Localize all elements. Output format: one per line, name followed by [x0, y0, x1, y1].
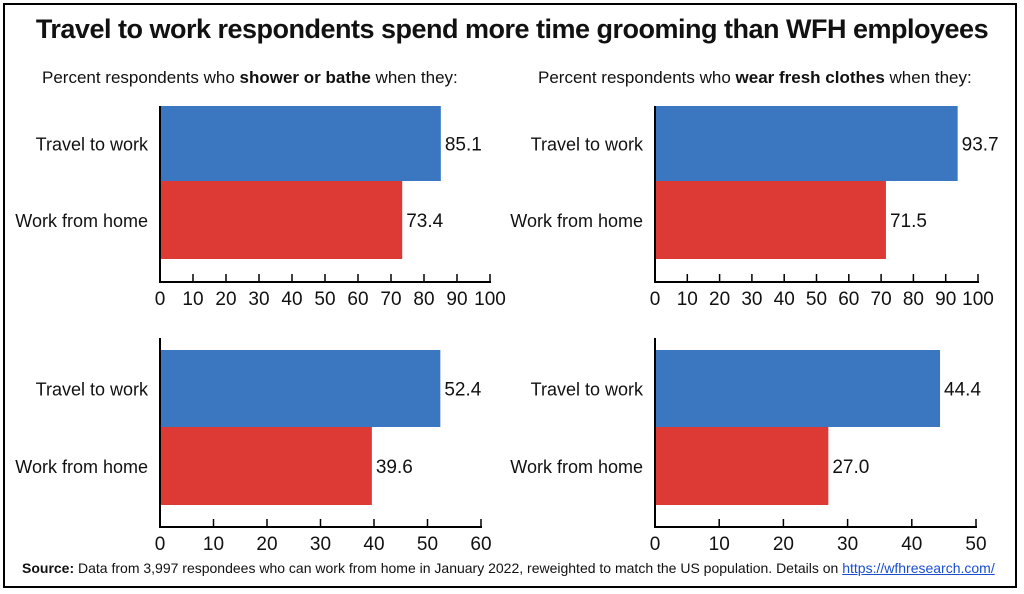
category-label: Work from home: [15, 457, 148, 477]
x-tick-label: 90: [446, 289, 467, 310]
subtitle-clothes-suffix: when they:: [884, 68, 972, 87]
category-label: Work from home: [15, 211, 148, 231]
bar-value-label: 73.4: [406, 211, 443, 232]
x-tick-label: 100: [962, 289, 994, 310]
x-tick-label: 20: [256, 534, 277, 555]
x-tick-label: 40: [901, 534, 922, 555]
subtitle-clothes: Percent respondents who wear fresh cloth…: [538, 68, 972, 88]
x-tick-label: 10: [182, 289, 203, 310]
subtitle-clothes-prefix: Percent respondents who: [538, 68, 736, 87]
bar-travel: [160, 350, 441, 427]
bar-value-label: 93.7: [962, 135, 999, 156]
figure-border: [3, 3, 1017, 588]
subtitle-clothes-bold: wear fresh clothes: [735, 68, 885, 87]
category-label: Travel to work: [36, 380, 149, 400]
x-tick-label: 90: [935, 289, 956, 310]
x-tick-label: 40: [281, 289, 302, 310]
x-tick-label: 80: [903, 289, 924, 310]
subtitle-shower-suffix: when they:: [370, 68, 458, 87]
bar-value-label: 52.4: [444, 380, 481, 401]
source-label: Source:: [22, 560, 75, 576]
bar-home: [160, 181, 403, 259]
category-label: Travel to work: [531, 135, 644, 155]
x-tick-label: 60: [470, 534, 491, 555]
category-label: Work from home: [510, 211, 643, 231]
x-tick-label: 30: [741, 289, 762, 310]
chart-title: Travel to work respondents spend more ti…: [35, 14, 989, 44]
x-tick-label: 60: [347, 289, 368, 310]
bar-value-label: 85.1: [445, 135, 482, 156]
x-tick-label: 40: [774, 289, 795, 310]
x-tick-label: 0: [650, 289, 661, 310]
subtitle-shower-bold: shower or bathe: [239, 68, 371, 87]
x-tick-label: 20: [773, 534, 794, 555]
x-tick-label: 100: [474, 289, 506, 310]
x-tick-label: 50: [965, 534, 986, 555]
source-text: Data from 3,997 respondees who can work …: [74, 560, 843, 576]
x-tick-label: 20: [215, 289, 236, 310]
bar-home: [160, 427, 372, 505]
x-tick-label: 50: [417, 534, 438, 555]
bar-value-label: 44.4: [944, 380, 981, 401]
x-tick-label: 50: [806, 289, 827, 310]
x-tick-label: 50: [314, 289, 335, 310]
x-tick-label: 20: [709, 289, 730, 310]
x-tick-label: 70: [380, 289, 401, 310]
category-label: Travel to work: [36, 135, 149, 155]
x-tick-label: 0: [650, 534, 661, 555]
x-tick-label: 30: [248, 289, 269, 310]
bar-travel: [655, 350, 941, 427]
x-tick-label: 70: [871, 289, 892, 310]
subtitle-shower-prefix: Percent respondents who: [42, 68, 240, 87]
x-tick-label: 40: [363, 534, 384, 555]
category-label: Work from home: [510, 457, 643, 477]
x-tick-label: 80: [413, 289, 434, 310]
bar-travel: [655, 106, 958, 181]
x-tick-label: 0: [155, 534, 166, 555]
x-tick-label: 10: [203, 534, 224, 555]
source-link[interactable]: https://wfhresearch.com/: [842, 560, 995, 576]
bar-home: [655, 427, 829, 505]
subtitle-shower: Percent respondents who shower or bathe …: [42, 68, 458, 88]
bar-value-label: 39.6: [376, 457, 413, 478]
category-label: Travel to work: [531, 380, 644, 400]
x-tick-label: 0: [155, 289, 166, 310]
bar-value-label: 71.5: [890, 211, 927, 232]
x-tick-label: 10: [677, 289, 698, 310]
bar-value-label: 27.0: [832, 457, 869, 478]
source-note: Source: Data from 3,997 respondees who c…: [22, 560, 995, 576]
x-tick-label: 30: [310, 534, 331, 555]
bar-home: [655, 181, 886, 259]
bar-travel: [160, 106, 441, 181]
x-tick-label: 30: [837, 534, 858, 555]
x-tick-label: 60: [838, 289, 859, 310]
x-tick-label: 10: [709, 534, 730, 555]
